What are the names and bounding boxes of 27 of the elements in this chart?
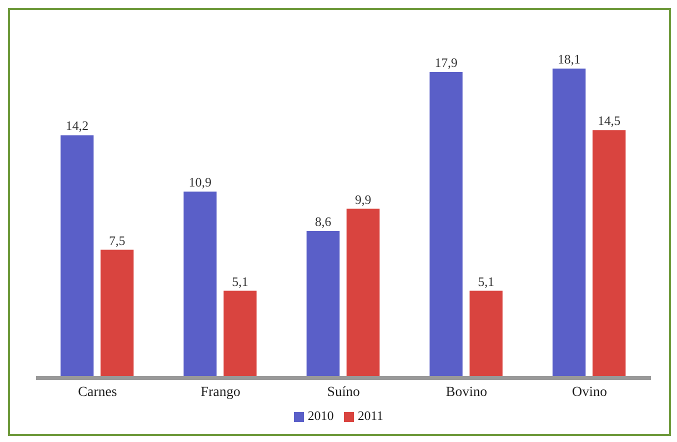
data-label: 14,5 [598,113,620,128]
data-label: 18,1 [558,52,580,67]
data-label: 7,5 [108,232,126,248]
data-label: 10,9 [188,174,212,190]
bar [552,68,586,378]
bar [60,135,94,378]
legend-label: 2011 [358,408,384,423]
bar [470,290,503,378]
data-label: 8,6 [314,214,332,229]
bar [306,230,340,378]
legend-label: 2010 [308,408,334,423]
x-tick-label: Bovino [446,384,488,400]
data-label: 17,9 [434,54,458,70]
x-tick-label: Ovino [572,384,607,400]
data-label: 9,9 [354,192,372,207]
bar [346,208,380,378]
bar [184,192,217,378]
x-tick-label: Frango [200,384,240,400]
data-label: 14,2 [66,118,88,134]
bar [592,130,626,378]
x-tick-label: Carnes [78,384,117,400]
bar [430,72,463,378]
bar [224,290,257,378]
data-label: 5,1 [232,274,248,289]
data-label: 5,1 [478,274,494,289]
bar [100,250,134,378]
x-tick-label: Suíno [327,384,360,400]
